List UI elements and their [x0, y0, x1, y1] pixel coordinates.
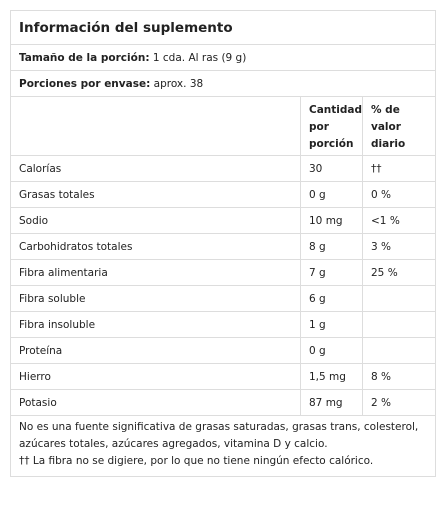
table-body: Información del suplemento Tamaño de la …: [9, 10, 437, 477]
nutrient-name: Grasas totales: [10, 181, 301, 208]
nutrient-amount: 6 g: [300, 285, 363, 312]
nutrient-name: Fibra insoluble: [10, 311, 301, 338]
nutrient-row: Fibra insoluble 1 g: [10, 311, 437, 338]
nutrient-dv: 25 %: [361, 259, 437, 286]
footnote: †† La fibra no se digiere, por lo que no…: [19, 455, 374, 467]
nutrient-dv: <1 %: [361, 207, 437, 234]
nutrient-amount: 0 g: [300, 181, 363, 208]
nutrient-row: Fibra soluble 6 g: [10, 285, 437, 312]
title: Información del suplemento: [9, 10, 437, 45]
nutrient-row: Hierro 1,5 mg 8 %: [10, 363, 437, 390]
nutrient-dv: [361, 311, 437, 338]
header-cell: % de valor diario: [361, 96, 437, 156]
nutrient-dv: 2 %: [361, 389, 437, 416]
nutrient-name: Carbohidratos totales: [10, 233, 301, 260]
label: Tamaño de la porción:: [19, 51, 150, 64]
nutrient-row: Fibra alimentaria 7 g 25 %: [10, 259, 437, 286]
nutrient-name: Sodio: [10, 207, 301, 234]
nutrient-dv: 8 %: [361, 363, 437, 390]
nutrient-amount: 8 g: [300, 233, 363, 260]
supplement-table: Información del suplemento Tamaño de la …: [9, 10, 437, 477]
nutrient-dv: 0 %: [361, 181, 437, 208]
nutrient-row: Potasio 87 mg 2 %: [10, 389, 437, 416]
nutrient-amount: 0 g: [300, 337, 363, 364]
nutrient-row: Proteína 0 g: [10, 337, 437, 364]
footnotes: No es una fuente significativa de grasas…: [9, 415, 437, 477]
nutrient-name: Proteína: [10, 337, 301, 364]
value: aprox. 38: [153, 77, 204, 90]
nutrient-amount: 7 g: [300, 259, 363, 286]
nutrient-dv: [361, 337, 437, 364]
nutrient-amount: 87 mg: [300, 389, 363, 416]
header-row: Cantidad por porción % de valor diario: [10, 96, 437, 156]
servings-per-container: Porciones por envase: aprox. 38: [9, 70, 437, 97]
nutrient-dv: [361, 285, 437, 312]
nutrient-amount: 1 g: [300, 311, 363, 338]
nutrient-name: Fibra alimentaria: [10, 259, 301, 286]
header-cell: Cantidad por porción: [300, 96, 363, 156]
nutrient-dv: 3 %: [361, 233, 437, 260]
nutrient-amount: 30: [300, 155, 363, 182]
nutrient-name: Calorías: [10, 155, 301, 182]
nutrient-amount: 10 mg: [300, 207, 363, 234]
serving-size: Tamaño de la porción: 1 cda. Al ras (9 g…: [9, 44, 437, 71]
title-row: Información del suplemento: [9, 10, 437, 45]
serving-row: Tamaño de la porción: 1 cda. Al ras (9 g…: [9, 44, 437, 71]
nutrient-amount: 1,5 mg: [300, 363, 363, 390]
nutrient-dv: ††: [361, 155, 437, 182]
value: 1 cda. Al ras (9 g): [152, 51, 247, 64]
nutrient-name: Potasio: [10, 389, 301, 416]
header-empty: [10, 96, 301, 156]
footnote-row: No es una fuente significativa de grasas…: [9, 415, 437, 477]
nutrient-row: Calorías 30 ††: [10, 155, 437, 182]
servings-row: Porciones por envase: aprox. 38: [9, 70, 437, 97]
nutrient-name: Hierro: [10, 363, 301, 390]
footnote: No es una fuente significativa de grasas…: [19, 421, 419, 450]
nutrient-name: Fibra soluble: [10, 285, 301, 312]
nutrient-row: Sodio 10 mg <1 %: [10, 207, 437, 234]
label: Porciones por envase:: [19, 77, 151, 90]
